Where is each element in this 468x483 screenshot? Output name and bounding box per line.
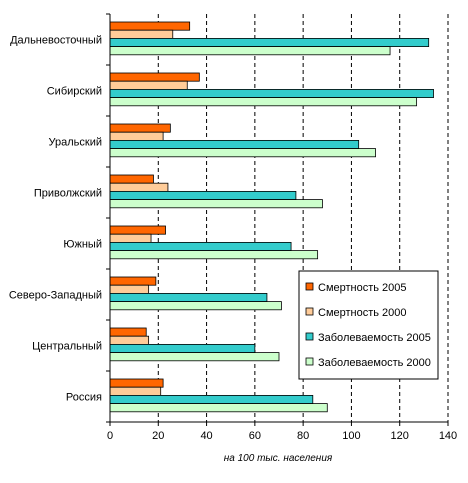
x-tick-label: 80 — [297, 430, 309, 442]
legend-label-4: Заболеваемость 2000 — [318, 357, 431, 369]
x-tick-label: 40 — [200, 430, 212, 442]
bar-4-8 — [109, 403, 328, 413]
bars — [109, 21, 434, 413]
bar-2-5 — [109, 233, 152, 243]
bar-2-1 — [109, 29, 174, 39]
category-label: Россия — [66, 392, 102, 404]
bar-4-4 — [109, 199, 323, 209]
category-label: Уральский — [49, 137, 102, 149]
legend-swatch-2 — [305, 307, 314, 316]
x-tick-label: 120 — [391, 430, 409, 442]
x-tick-label: 0 — [107, 430, 113, 442]
bar-4-6 — [109, 301, 282, 311]
bar-4-7 — [109, 352, 280, 362]
bar-1-6 — [109, 276, 157, 286]
bar-4-1 — [109, 46, 391, 56]
bar-3-1 — [109, 38, 430, 48]
bar-1-5 — [109, 225, 166, 235]
bar-1-2 — [109, 72, 200, 82]
x-tick-label: 100 — [342, 430, 360, 442]
axes — [106, 13, 449, 426]
legend-label-3: Заболеваемость 2005 — [318, 332, 431, 344]
x-tick-label: 140 — [439, 430, 457, 442]
bar-4-3 — [109, 148, 376, 158]
bar-3-4 — [109, 190, 297, 200]
category-label: Сибирский — [47, 86, 102, 98]
legend-swatch-4 — [305, 357, 314, 366]
bar-2-4 — [109, 182, 169, 192]
category-label: Южный — [63, 239, 102, 251]
bar-1-3 — [109, 123, 171, 133]
x-axis-label: на 100 тыс. населения — [224, 453, 333, 464]
bar-1-4 — [109, 174, 154, 184]
bar-2-8 — [109, 386, 162, 396]
legend-label-2: Смертность 2000 — [318, 307, 407, 319]
category-label: Дальневосточный — [10, 35, 102, 47]
bar-4-2 — [109, 97, 418, 107]
bar-3-3 — [109, 139, 360, 149]
bar-3-8 — [109, 394, 314, 404]
category-label: Приволжский — [34, 188, 102, 200]
x-tick-label: 20 — [152, 430, 164, 442]
bar-2-2 — [109, 80, 188, 90]
bar-1-8 — [109, 378, 164, 388]
category-label: Центральный — [32, 341, 102, 353]
category-label: Северо-Западный — [9, 290, 102, 302]
x-tick-labels: 0 20 40 60 80 100 120 140 — [107, 430, 457, 442]
legend-swatch-1 — [305, 282, 314, 291]
bar-4-5 — [109, 250, 319, 260]
bar-3-7 — [109, 343, 256, 353]
bar-3-5 — [109, 241, 292, 251]
legend-swatch-3 — [305, 332, 314, 341]
bar-3-6 — [109, 292, 268, 302]
bar-1-1 — [109, 21, 191, 31]
bar-3-2 — [109, 89, 434, 99]
bar-1-7 — [109, 327, 147, 337]
legend-label-1: Смертность 2005 — [318, 282, 407, 294]
bar-2-6 — [109, 284, 150, 294]
bar-2-7 — [109, 335, 150, 345]
bar-2-3 — [109, 131, 164, 141]
x-tick-label: 60 — [249, 430, 261, 442]
category-labels: Дальневосточный Сибирский Уральский Приволж… — [9, 35, 102, 404]
legend: Смертность 2005 Смертность 2000 Заболеваем… — [298, 270, 439, 380]
legend-box — [298, 270, 439, 380]
